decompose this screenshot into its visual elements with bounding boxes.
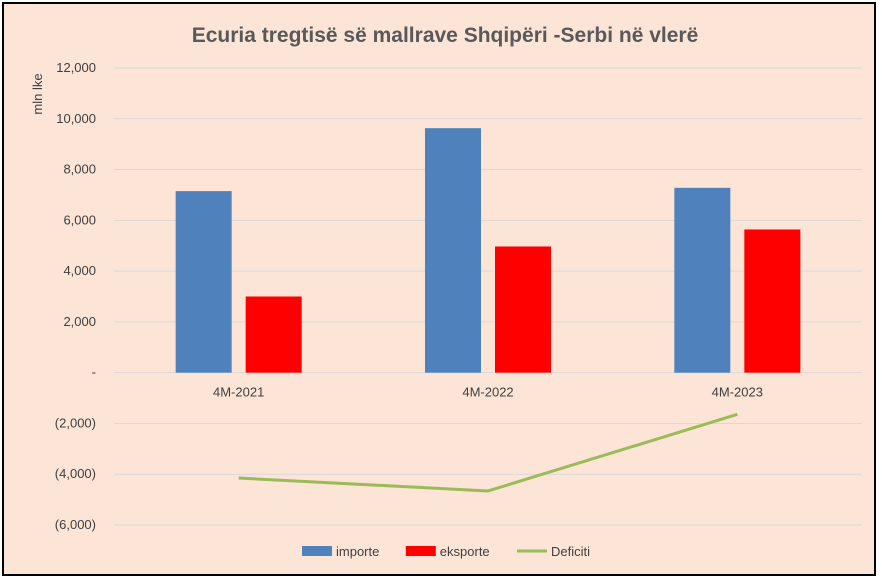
x-tick-label: 4M-2022 (462, 385, 513, 400)
line-Deficiti (238, 412, 738, 493)
line-series (238, 412, 738, 493)
y-tick-label: 8,000 (63, 162, 96, 177)
legend-swatch-importe (302, 546, 332, 556)
y-axis-label: mln lke (30, 73, 45, 114)
bar-eksporte-4M-2022 (495, 246, 551, 373)
y-tick-label: (2,000) (55, 415, 96, 430)
chart-frame: Ecuria tregtisë së mallrave Shqipëri -Se… (2, 2, 876, 576)
y-tick-label: 6,000 (63, 212, 96, 227)
y-axis-ticks: 12,000 10,000 8,000 6,000 4,000 2,000 - (2,000)… (55, 60, 96, 532)
y-tick-label: - (92, 365, 96, 380)
chart: Ecuria tregtisë së mallrave Shqipëri -Se… (30, 24, 862, 559)
legend-swatch-eksporte (405, 546, 436, 556)
y-tick-label: (4,000) (55, 466, 96, 481)
bars (175, 128, 801, 373)
y-tick-label: 12,000 (56, 60, 96, 75)
x-tick-label: 4M-2023 (712, 385, 763, 400)
gridlines (114, 67, 862, 526)
legend-label-importe: importe (336, 544, 379, 559)
legend-label-Deficiti: Deficiti (551, 544, 590, 559)
x-tick-label: 4M-2021 (213, 385, 264, 400)
y-tick-label: 4,000 (63, 263, 96, 278)
bar-eksporte-4M-2023 (744, 229, 801, 373)
y-tick-label: (6,000) (55, 517, 96, 532)
legend: importe eksporte Deficiti (302, 544, 590, 559)
bar-importe-4M-2023 (674, 187, 731, 373)
y-tick-label: 2,000 (63, 314, 96, 329)
bar-eksporte-4M-2021 (245, 296, 302, 373)
legend-label-eksporte: eksporte (440, 544, 490, 559)
y-tick-label: 10,000 (56, 111, 96, 126)
bar-importe-4M-2021 (175, 191, 232, 373)
x-axis-ticks: 4M-2021 4M-2022 4M-2023 (213, 385, 763, 400)
chart-title: Ecuria tregtisë së mallrave Shqipëri -Se… (192, 24, 699, 47)
bar-importe-4M-2022 (425, 128, 481, 373)
